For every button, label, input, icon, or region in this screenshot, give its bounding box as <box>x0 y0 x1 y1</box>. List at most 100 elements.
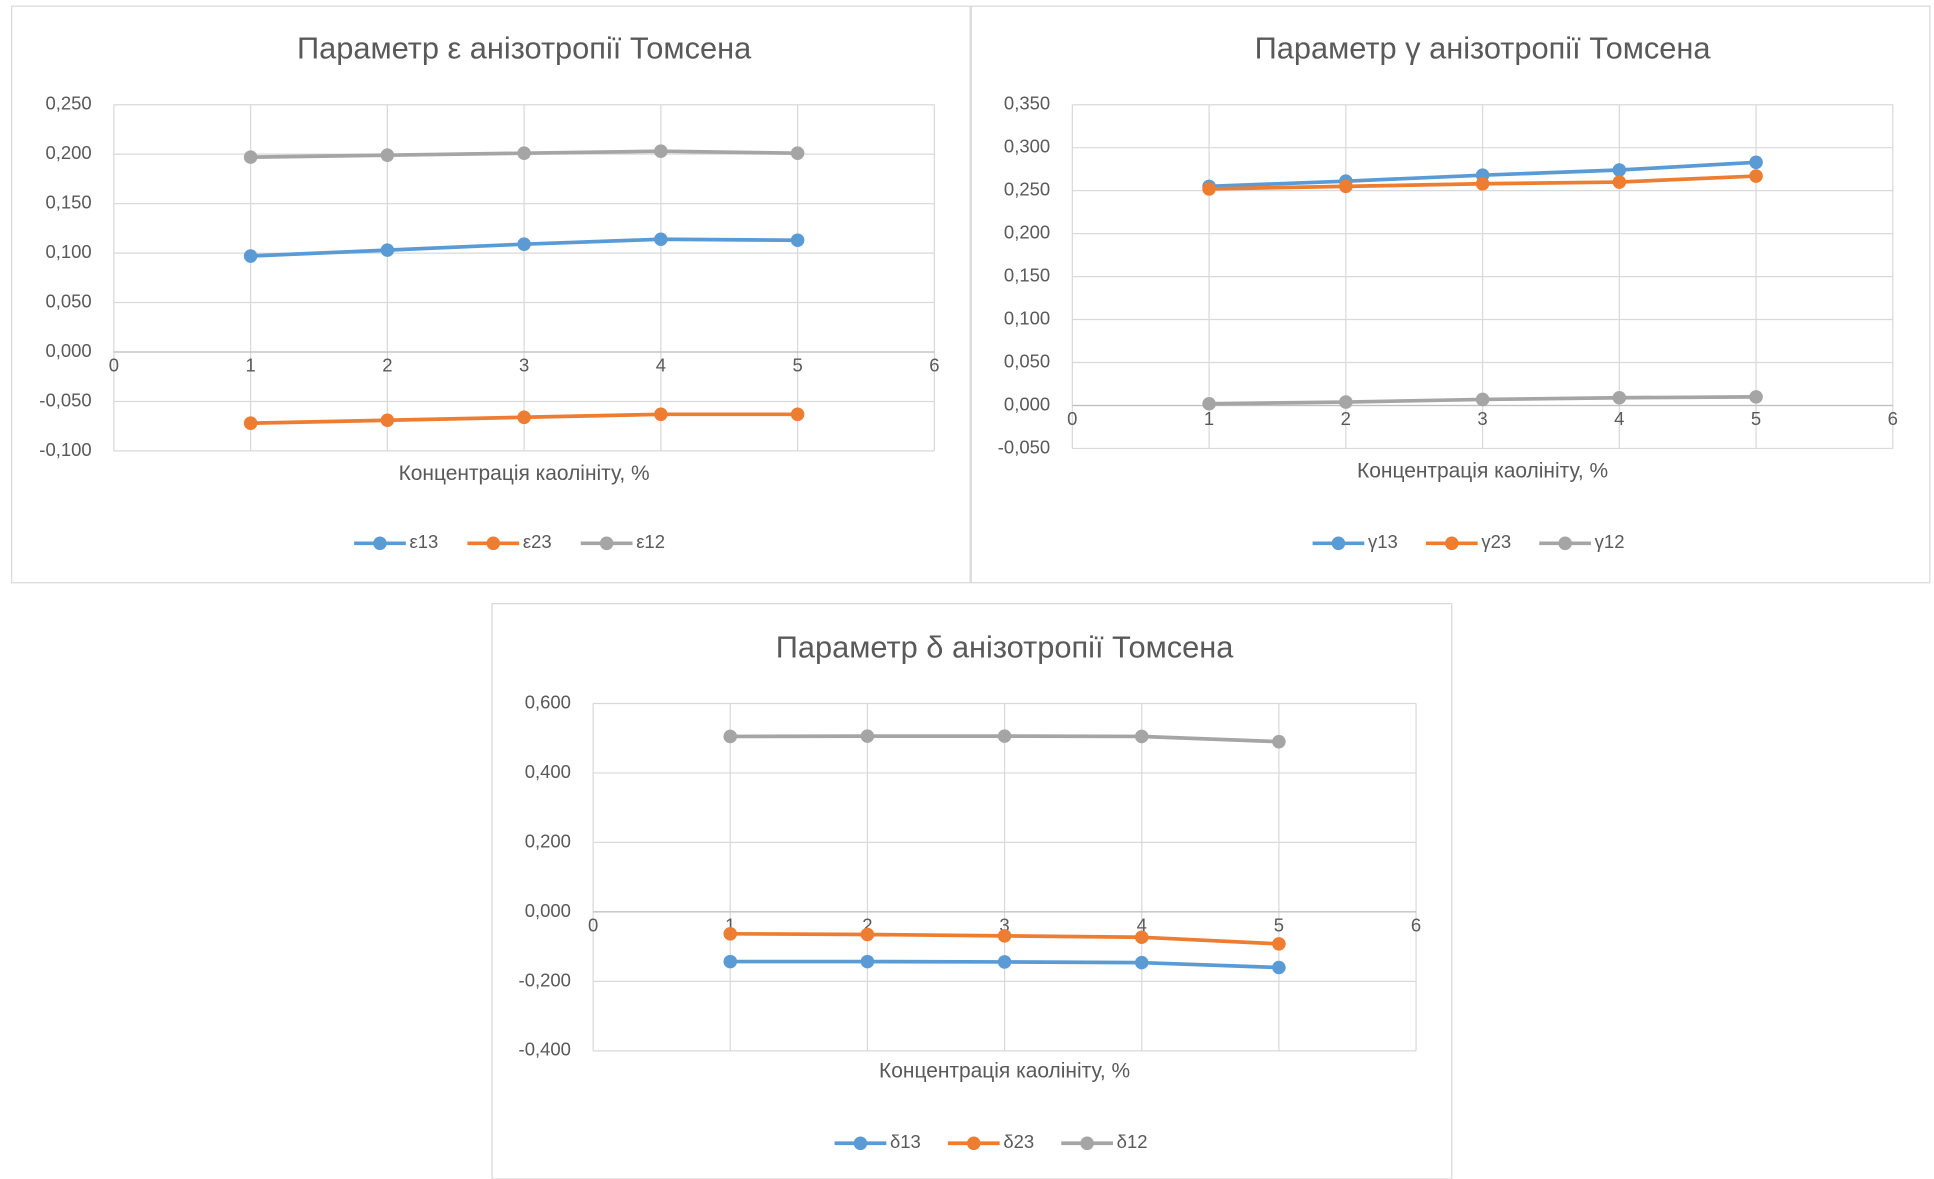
legend-marker <box>853 1136 868 1151</box>
legend-marker <box>1445 536 1459 551</box>
data-point <box>243 249 258 263</box>
data-point <box>1475 176 1490 191</box>
x-tick-label: 3 <box>1477 408 1487 429</box>
legend-marker <box>967 1136 981 1151</box>
chart-frame <box>491 603 1453 1179</box>
data-point <box>997 929 1012 943</box>
data-point <box>654 232 668 247</box>
data-point <box>517 237 531 251</box>
data-point <box>997 729 1012 743</box>
y-tick-label: 0,350 <box>1004 93 1050 114</box>
y-tick-label: 0,050 <box>45 290 91 311</box>
data-point <box>517 146 531 160</box>
x-tick-label: 0 <box>588 915 598 936</box>
x-tick-label: 5 <box>792 355 802 376</box>
x-tick-label: 4 <box>1137 915 1147 936</box>
data-point <box>1272 960 1286 975</box>
data-point <box>1475 392 1490 407</box>
legend-label: ε13 <box>410 531 439 552</box>
legend-label: γ13 <box>1368 531 1398 552</box>
y-tick-label: 0,300 <box>1004 136 1050 157</box>
x-axis-label: Концентрація каолініту, % <box>879 1059 1130 1082</box>
y-tick-label: -0,400 <box>519 1039 571 1060</box>
x-tick-label: 6 <box>1888 408 1898 429</box>
chart: Параметр ε анізотропії Томсена Концентрац… <box>10 5 971 584</box>
data-point <box>997 955 1012 969</box>
data-point <box>1749 155 1763 170</box>
x-tick-label: 6 <box>929 355 939 376</box>
y-tick-label: 0,200 <box>525 830 571 851</box>
data-point <box>380 243 395 257</box>
data-point <box>1134 729 1149 744</box>
x-tick-label: 2 <box>1341 408 1351 429</box>
data-point <box>1134 955 1149 970</box>
data-point <box>723 927 738 941</box>
data-point <box>790 146 805 160</box>
chart-title: Параметр γ анізотропії Томсена <box>1255 31 1712 66</box>
y-tick-label: -0,050 <box>39 389 91 410</box>
legend-marker <box>373 536 387 551</box>
y-tick-label: 0,150 <box>1004 264 1050 285</box>
data-point <box>723 954 738 969</box>
legend-label: ε23 <box>523 531 552 552</box>
y-tick-label: 0,200 <box>1004 221 1050 242</box>
x-tick-label: 1 <box>725 915 735 936</box>
y-tick-label: 0,100 <box>1004 307 1050 328</box>
x-axis-label: Концентрація каолініту, % <box>1357 459 1608 482</box>
data-point <box>860 729 875 743</box>
legend-marker <box>599 536 614 551</box>
chart: Параметр δ анізотропії Томсена Концентрац… <box>491 603 1453 1179</box>
y-tick-label: 0,050 <box>1004 350 1050 371</box>
data-point <box>1612 163 1627 177</box>
x-tick-label: 5 <box>1274 915 1284 936</box>
data-point <box>380 148 395 162</box>
data-point <box>243 416 258 430</box>
data-point <box>1612 175 1627 189</box>
data-point <box>243 150 258 164</box>
legend-marker <box>486 536 501 551</box>
x-axis-label: Концентрація каолініту, % <box>399 462 650 485</box>
legend-label: δ12 <box>1117 1131 1148 1152</box>
data-point <box>790 233 805 248</box>
data-point <box>654 144 668 158</box>
y-tick-label: 0,000 <box>1004 393 1050 414</box>
data-point <box>1272 734 1286 749</box>
y-tick-label: 0,000 <box>45 340 91 361</box>
y-tick-label: -0,100 <box>39 439 91 460</box>
legend-label: δ23 <box>1003 1131 1034 1152</box>
x-tick-label: 2 <box>862 915 872 936</box>
chart-title: Параметр ε анізотропії Томсена <box>297 31 752 66</box>
y-tick-label: -0,200 <box>519 969 571 990</box>
y-tick-label: -0,050 <box>998 436 1050 457</box>
y-tick-label: 0,200 <box>45 142 91 163</box>
x-tick-label: 3 <box>999 915 1009 936</box>
data-point <box>723 729 738 744</box>
data-point <box>1749 169 1763 183</box>
data-point <box>654 407 668 422</box>
data-point <box>380 413 395 428</box>
y-tick-label: 0,400 <box>525 761 571 782</box>
x-tick-label: 2 <box>382 355 392 376</box>
data-point <box>1612 390 1627 405</box>
x-tick-label: 5 <box>1751 408 1761 429</box>
y-tick-label: 0,000 <box>525 900 571 921</box>
y-tick-label: 0,100 <box>45 241 91 262</box>
x-tick-label: 4 <box>656 355 666 376</box>
data-point <box>1202 396 1216 411</box>
legend-marker <box>1080 1136 1094 1151</box>
data-point <box>1339 179 1353 194</box>
data-point <box>1202 182 1216 196</box>
data-point <box>1272 937 1286 951</box>
x-tick-label: 4 <box>1614 408 1624 429</box>
data-point <box>1339 395 1353 409</box>
legend-label: ε12 <box>636 531 665 552</box>
data-point <box>517 410 531 425</box>
x-tick-label: 1 <box>245 355 255 376</box>
data-point <box>860 954 875 969</box>
data-point <box>1749 390 1763 404</box>
y-tick-label: 0,150 <box>45 192 91 213</box>
x-tick-label: 3 <box>519 355 529 376</box>
x-tick-label: 6 <box>1411 915 1421 936</box>
legend-marker <box>1558 536 1572 551</box>
